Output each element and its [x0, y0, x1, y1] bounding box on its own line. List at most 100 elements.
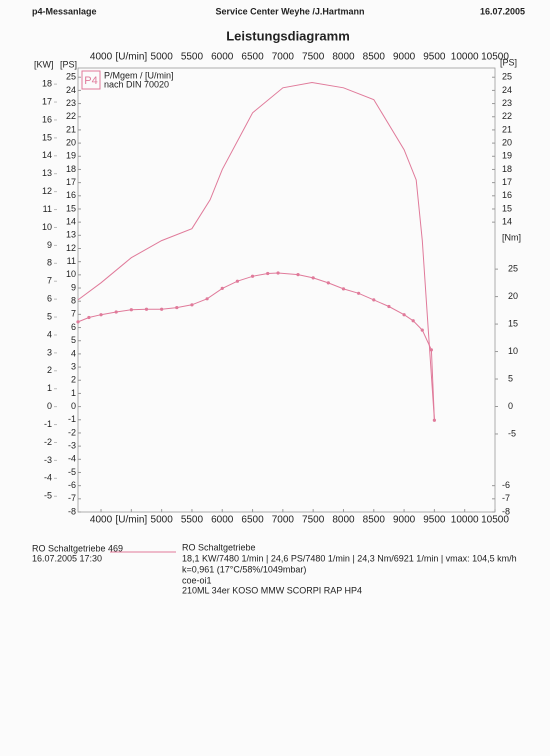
header-right: 16.07.2005: [480, 6, 525, 16]
y2-tick-label: 15: [508, 318, 518, 328]
point: [326, 281, 330, 285]
x-tick-label: 6000: [211, 515, 234, 526]
kw-tick-label: 14: [42, 150, 52, 160]
kw-tick-label: 13: [42, 168, 52, 178]
kw-tick-label: 9: [47, 240, 52, 250]
x-tick-label: 10500: [481, 515, 509, 526]
point: [144, 307, 149, 311]
y-tick-label: 19: [66, 151, 76, 161]
point: [266, 271, 270, 276]
y-right-tick-label: 25: [502, 72, 512, 82]
kw-tick-label: 15: [42, 132, 52, 142]
y-tick-label: 9: [71, 282, 76, 292]
y-tick-label: 25: [66, 72, 76, 82]
y-tick-label: 15: [66, 203, 76, 213]
y-right-tick-label: 18: [502, 164, 512, 174]
y-tick-label: -1: [68, 414, 76, 424]
x-tick-label-top: [U/min]: [116, 52, 148, 63]
point: [311, 276, 315, 280]
y-tick-label: 14: [66, 217, 76, 227]
axis-label: [KW]: [34, 59, 54, 69]
y2-tick-label: 10: [508, 346, 518, 356]
x-tick-label: 10000: [451, 515, 479, 526]
x-tick-label: 5500: [181, 515, 204, 526]
x-tick-label: 9000: [393, 515, 416, 526]
x-tick-label: [U/min]: [116, 515, 148, 526]
y-tick-label: 7: [71, 309, 76, 319]
legend-text: nach DIN 70020: [104, 79, 169, 89]
point: [76, 320, 80, 324]
plot-frame: [77, 67, 496, 513]
kw-tick-label: 16: [42, 114, 52, 124]
axis-label: [PS]: [60, 59, 77, 69]
y2-tick-label: 0: [508, 401, 513, 411]
y-right-tick-label: -7: [502, 493, 510, 503]
point: [402, 313, 406, 317]
point: [114, 310, 118, 314]
y-tick-label: 16: [66, 190, 76, 200]
y-right-tick-label: 14: [502, 217, 512, 227]
y-tick-label: 8: [71, 296, 76, 306]
y-tick-label: -2: [68, 427, 76, 437]
logo: P4: [84, 75, 97, 87]
x-tick-label-top: 9000: [393, 52, 416, 63]
series-line: [77, 272, 435, 421]
point: [175, 305, 179, 310]
run-date: 16.07.2005 17:30: [32, 553, 102, 563]
y-tick-label: 1: [71, 388, 76, 398]
y-tick-label: -7: [68, 493, 76, 503]
x-tick-label-top: 5000: [151, 52, 174, 63]
point: [296, 273, 300, 277]
x-tick-label: 6500: [241, 515, 264, 526]
footer-line: coe-oi1: [182, 575, 212, 585]
kw-tick-label: 3: [47, 347, 52, 357]
footer-line: 18,1 KW/7480 1/min | 24,6 PS/7480 1/min …: [182, 553, 517, 563]
point: [357, 291, 361, 295]
x-tick-label: 9500: [423, 515, 446, 526]
y2-tick-label: 5: [508, 373, 513, 383]
kw-tick-label: 4: [47, 329, 52, 339]
x-tick-label-top: 7000: [272, 52, 295, 63]
y-tick-label: 0: [71, 401, 76, 411]
kw-tick-label: -2: [44, 437, 52, 447]
y2-tick-label: -5: [508, 428, 516, 438]
y-tick-label: 6: [71, 322, 76, 332]
y-tick-label: 11: [67, 256, 76, 266]
point: [205, 297, 209, 301]
y-right-tick-label: 16: [502, 190, 512, 200]
y-right-tick-label: 24: [502, 85, 512, 95]
y-tick-label: 20: [66, 137, 76, 147]
point: [190, 303, 194, 307]
point: [372, 298, 376, 302]
y-tick-label: 24: [66, 85, 76, 95]
point: [87, 315, 91, 320]
y-right-tick-label: 19: [502, 151, 512, 161]
y2-tick-label: 20: [508, 291, 518, 301]
kw-tick-label: 5: [47, 311, 52, 321]
x-tick-label: 7000: [272, 515, 295, 526]
kw-tick-label: 8: [47, 258, 52, 268]
header-left: p4-Messanlage: [32, 6, 97, 16]
footer-line: k=0,961 (17°C/58%/1049mbar): [182, 564, 306, 574]
kw-tick-label: 7: [47, 276, 52, 286]
y-right-tick-label: 23: [502, 98, 512, 108]
run-name: RO Schaltgetriebe 469: [32, 543, 123, 553]
y-tick-label: -3: [68, 440, 76, 450]
y-tick-label: -6: [68, 480, 76, 490]
kw-tick-label: 12: [42, 186, 52, 196]
series-line: [77, 81, 435, 420]
footer-line: 210ML 34er KOSO MMW SCORPI RAP HP4: [182, 585, 362, 595]
legend-text: P/Mgem / [U/min]: [104, 70, 174, 80]
kw-tick-label: 17: [42, 96, 52, 106]
x-tick-label-top: 6000: [211, 52, 234, 63]
x-tick-label-top: 6500: [241, 52, 264, 63]
y-tick-label: 23: [66, 98, 76, 108]
x-tick-label-top: 10500: [481, 52, 509, 63]
kw-tick-label: -3: [44, 455, 52, 465]
y-tick-label: -4: [68, 454, 76, 464]
point: [341, 287, 346, 291]
point: [411, 319, 415, 323]
y-right-tick-label: -6: [502, 480, 510, 490]
